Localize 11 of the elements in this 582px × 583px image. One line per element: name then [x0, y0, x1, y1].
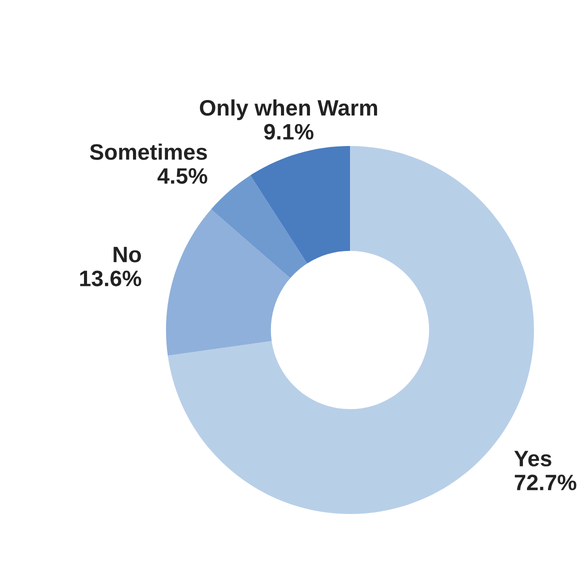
data-label: 4.5%	[158, 168, 208, 184]
slice-label: Only when Warm	[200, 99, 378, 120]
donut-slice	[250, 146, 350, 264]
data-label: 9.1%	[264, 124, 314, 140]
slice-label: Yes	[514, 450, 552, 466]
data-label: 72.7%	[514, 474, 576, 490]
donut-slice	[211, 175, 308, 278]
data-label: 13.6%	[80, 270, 142, 286]
slice-label: Sometimes	[90, 144, 207, 160]
slice-label: No	[114, 246, 141, 262]
donut-slice	[166, 209, 290, 356]
